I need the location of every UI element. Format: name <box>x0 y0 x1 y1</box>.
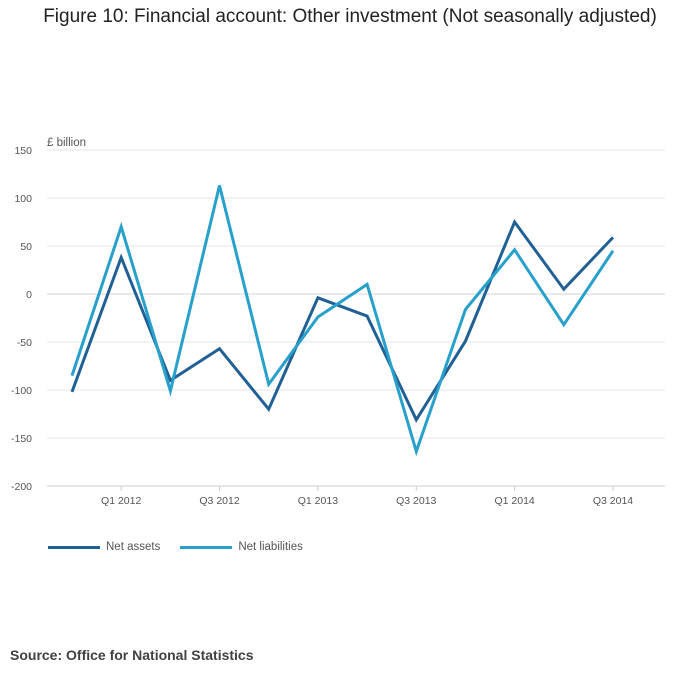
y-tick-label: -50 <box>17 337 32 349</box>
series-line-net-liabilities <box>70 185 615 457</box>
x-tick-label: Q1 2014 <box>494 495 534 507</box>
legend-swatch-net-liabilities <box>180 545 233 549</box>
x-tick-label: Q1 2012 <box>101 495 141 507</box>
x-tick-label: Q3 2012 <box>199 495 239 507</box>
x-tick-label: Q3 2013 <box>396 495 436 507</box>
legend-swatch-net-assets <box>48 545 100 549</box>
y-tick-label: -200 <box>11 481 32 493</box>
y-tick-label: -150 <box>11 433 32 445</box>
y-tick-label: -100 <box>11 385 32 397</box>
legend-label-net-assets: Net assets <box>106 541 161 553</box>
x-tick-label: Q3 2014 <box>593 495 633 507</box>
y-tick-label: 0 <box>26 289 32 301</box>
legend-item-net-liabilities: Net liabilities <box>180 541 303 553</box>
x-tick-label: Q1 2013 <box>298 495 338 507</box>
chart-title: Figure 10: Financial account: Other inve… <box>43 6 657 27</box>
legend-label-net-liabilities: Net liabilities <box>238 541 303 553</box>
y-axis-unit-label: £ billion <box>47 137 86 149</box>
source-note: Source: Office for National Statistics <box>10 647 254 663</box>
line-chart: 150 100 50 0 -50 -100 -150 -200 Q1 2012 Q3 2012 Q1… <box>11 145 665 507</box>
y-tick-label: 100 <box>14 193 32 205</box>
y-tick-label: 150 <box>14 145 32 157</box>
y-tick-label: 50 <box>20 241 32 253</box>
legend: Net assets Net liabilities <box>48 541 323 553</box>
legend-item-net-assets: Net assets <box>48 541 160 553</box>
